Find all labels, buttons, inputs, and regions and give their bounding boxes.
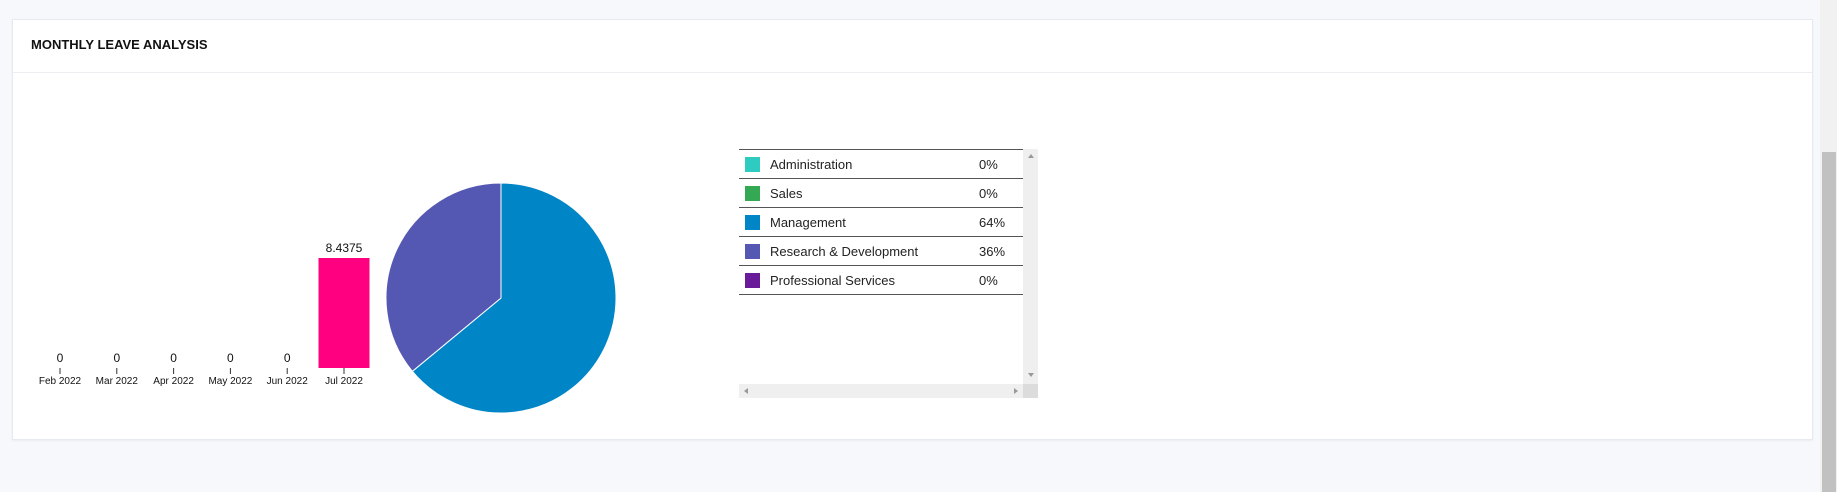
legend-label: Administration (770, 156, 853, 172)
x-tick-label: Feb 2022 (39, 376, 82, 387)
legend-row: Administration 0% (739, 150, 1023, 179)
card-title: MONTHLY LEAVE ANALYSIS (31, 37, 208, 52)
x-tick-label: May 2022 (208, 376, 252, 387)
horizontal-scrollbar[interactable] (739, 384, 1023, 398)
pie-legend: Administration 0% Sales 0% Management 64% Rese… (739, 149, 1038, 398)
legend-swatch (745, 156, 760, 172)
legend-value: 64% (979, 214, 1006, 230)
divider (13, 72, 1812, 73)
legend-swatch (745, 272, 760, 288)
x-tick-label: Jul 2022 (325, 376, 363, 387)
legend-label: Research & Development (770, 243, 919, 259)
value-label: 0 (284, 351, 291, 365)
x-tick-label: Jun 2022 (267, 376, 309, 387)
legend-swatch (745, 243, 760, 259)
scroll-right[interactable] (1014, 388, 1018, 394)
page-scrollbar-thumb[interactable] (1822, 152, 1836, 492)
vertical-scrollbar[interactable] (1023, 149, 1038, 384)
scroll-left[interactable] (744, 388, 748, 394)
x-tick-label: Apr 2022 (153, 376, 194, 387)
legend-swatch (745, 185, 760, 201)
legend-row: Professional Services 0% (739, 266, 1023, 295)
value-label: 0 (57, 351, 64, 365)
legend-row: Sales 0% (739, 179, 1023, 208)
legend-value: 36% (979, 243, 1006, 259)
pie-slice (411, 182, 617, 414)
legend-value: 0% (979, 156, 998, 172)
legend-label: Professional Services (770, 272, 895, 288)
legend-swatch (745, 214, 760, 230)
legend-value: 0% (979, 272, 998, 288)
x-tick-label: Mar 2022 (96, 376, 139, 387)
scroll-up[interactable] (1028, 154, 1034, 158)
scroll-corner (1023, 384, 1038, 398)
legend-row: Management 64% (739, 208, 1023, 237)
pie-slice (385, 182, 502, 373)
legend-rows: Administration 0% Sales 0% Management 64% Rese… (739, 149, 1023, 295)
legend-value: 0% (979, 185, 998, 201)
scroll-down[interactable] (1028, 373, 1034, 377)
legend-label: Management (770, 214, 846, 230)
value-label: 0 (170, 351, 177, 365)
value-label: 0 (227, 351, 234, 365)
value-label: 8.4375 (326, 241, 363, 255)
legend-label: Sales (770, 185, 803, 201)
bar (318, 258, 370, 368)
legend-row: Research & Development 36% (739, 237, 1023, 266)
value-label: 0 (113, 351, 120, 365)
